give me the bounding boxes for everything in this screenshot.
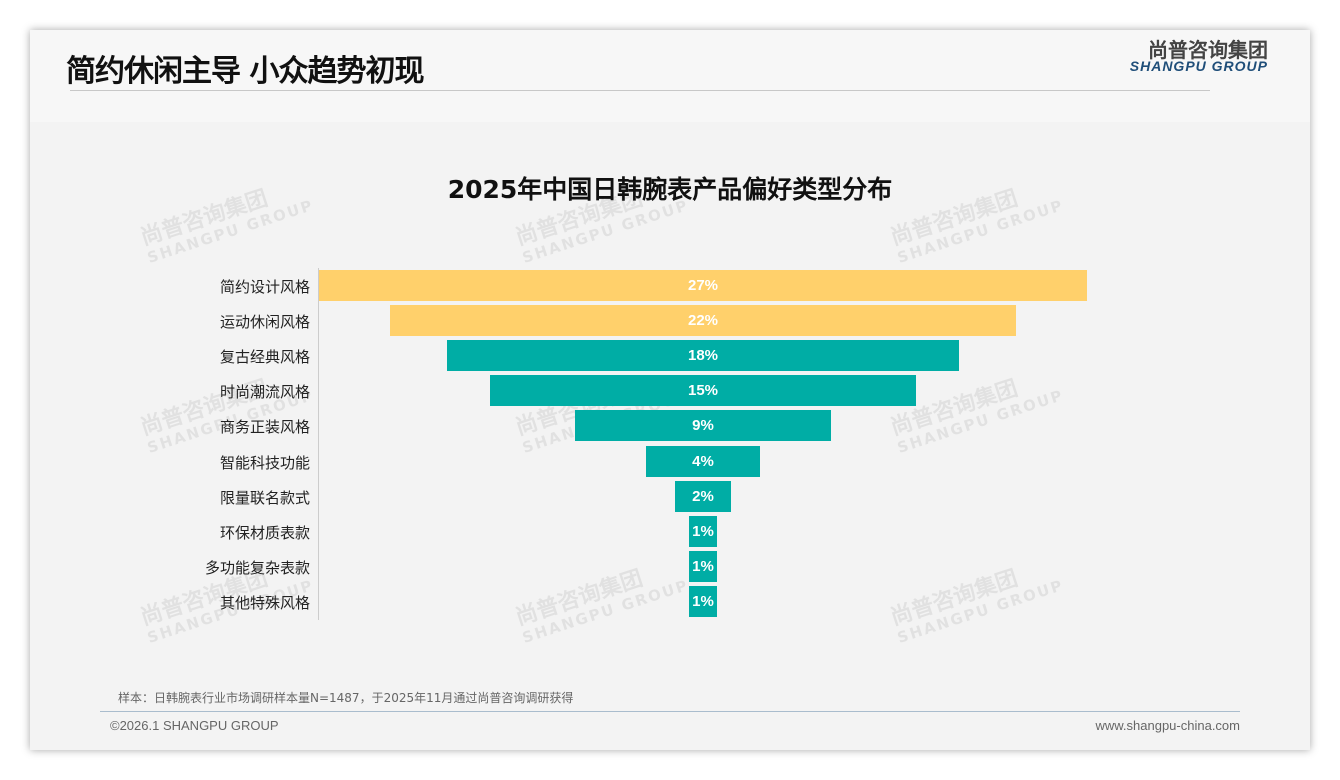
funnel-bar bbox=[489, 375, 917, 407]
funnel-bar bbox=[390, 305, 1016, 337]
data-label: 2% bbox=[692, 487, 714, 505]
logo-cn: 尚普咨询集团 bbox=[1148, 38, 1268, 62]
funnel-bar bbox=[319, 270, 1087, 301]
header-divider bbox=[70, 90, 1210, 91]
funnel-bar bbox=[447, 340, 959, 372]
data-label: 1% bbox=[692, 592, 714, 610]
data-label: 18% bbox=[687, 347, 719, 365]
data-label: 9% bbox=[692, 417, 714, 435]
category-label: 多功能复杂表款 bbox=[204, 558, 310, 577]
category-label: 其他特殊风格 bbox=[219, 593, 310, 612]
funnel-bar bbox=[575, 410, 831, 442]
data-label: 1% bbox=[692, 557, 714, 575]
category-label: 限量联名款式 bbox=[219, 488, 310, 507]
funnel-bar bbox=[646, 445, 760, 477]
category-label: 时尚潮流风格 bbox=[219, 383, 310, 402]
funnel-bar bbox=[688, 550, 718, 582]
footer-divider bbox=[100, 711, 1240, 712]
category-label: 运动休闲风格 bbox=[219, 313, 310, 332]
category-label: 商务正装风格 bbox=[219, 418, 310, 437]
header bbox=[30, 30, 1310, 122]
website-link[interactable]: www.shangpu-china.com bbox=[1095, 718, 1240, 733]
category-label: 环保材质表款 bbox=[219, 523, 310, 542]
chart-axis bbox=[318, 268, 319, 620]
category-label: 简约设计风格 bbox=[219, 278, 310, 296]
data-label: 15% bbox=[687, 382, 719, 400]
funnel-bar bbox=[688, 515, 718, 547]
data-label: 27% bbox=[687, 277, 719, 294]
data-label: 1% bbox=[692, 522, 714, 540]
category-label: 智能科技功能 bbox=[219, 453, 310, 472]
copyright: ©2026.1 SHANGPU GROUP bbox=[110, 718, 279, 733]
sample-note: 样本：日韩腕表行业市场调研样本量N=1487，于2025年11月通过尚普咨询调研… bbox=[118, 691, 574, 705]
data-label: 22% bbox=[687, 312, 719, 330]
slide bbox=[30, 30, 1310, 750]
category-label: 复古经典风格 bbox=[219, 348, 310, 367]
data-label: 4% bbox=[692, 452, 714, 470]
funnel-bar bbox=[688, 585, 718, 617]
funnel-bar bbox=[674, 480, 732, 512]
chart-title: 2025年中国日韩腕表产品偏好类型分布 bbox=[447, 175, 893, 204]
page-title: 简约休闲主导 小众趋势初现 bbox=[66, 54, 424, 89]
logo-en: SHANGPU GROUP bbox=[1129, 58, 1268, 74]
